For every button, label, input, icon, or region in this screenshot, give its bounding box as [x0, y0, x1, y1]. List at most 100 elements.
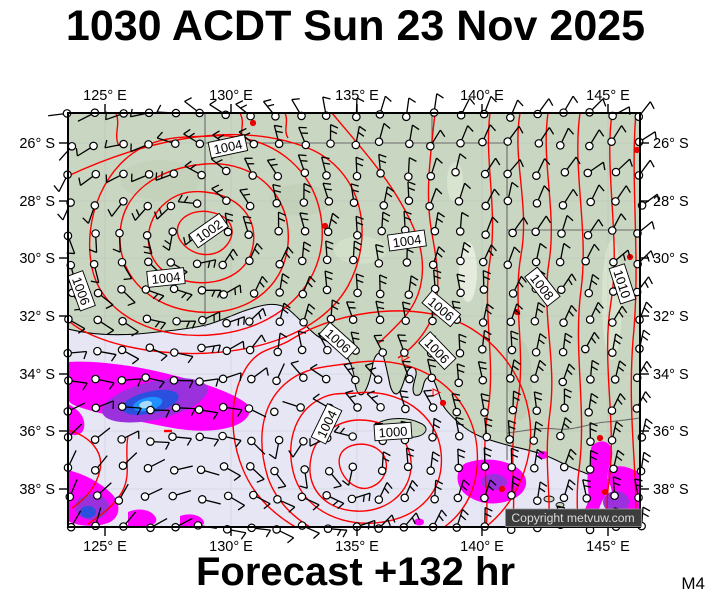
wind-barb-layer — [48, 93, 660, 544]
station-circle — [144, 257, 153, 267]
station-circle — [221, 166, 231, 176]
station-circle — [297, 256, 307, 266]
station-circle — [90, 435, 100, 444]
isobar-value-label: 1004 — [386, 229, 427, 252]
copyright-badge-box — [505, 508, 642, 527]
station-circle — [374, 137, 384, 147]
station-circle — [324, 197, 334, 206]
station-circle — [478, 345, 487, 354]
station-circle — [321, 374, 331, 384]
lat-label-right: 38° S — [653, 482, 689, 498]
station-circle — [222, 346, 232, 356]
station-circle — [166, 258, 176, 267]
station-circle — [322, 285, 332, 295]
station-circle — [114, 496, 124, 505]
lat-label-right: 28° S — [653, 194, 689, 210]
station-circle — [93, 288, 103, 298]
station-circle — [275, 259, 284, 269]
forecast-hour-label: Forecast +132 hr — [195, 550, 516, 594]
station-circle — [560, 167, 570, 177]
station-circle — [609, 257, 618, 267]
station-circle — [478, 137, 487, 147]
station-circle — [299, 317, 308, 327]
station-circle — [351, 140, 361, 150]
station-circle — [559, 493, 569, 503]
station-circle — [508, 228, 517, 238]
station-circle — [169, 376, 179, 385]
station-circle — [452, 407, 462, 417]
station-circle — [503, 169, 512, 179]
station-circle — [374, 259, 384, 268]
station-circle — [145, 343, 155, 353]
station-circle — [352, 171, 362, 181]
station-circle — [222, 196, 231, 205]
station-circle — [585, 465, 595, 474]
station-circle — [297, 345, 307, 355]
station-circle — [146, 405, 155, 415]
station-circle — [428, 403, 438, 412]
station-circle — [532, 406, 542, 416]
station-circle — [143, 463, 153, 473]
station-circle — [401, 404, 410, 414]
station-circle — [478, 318, 488, 327]
station-circle — [609, 464, 618, 474]
station-circle — [503, 137, 513, 146]
station-circle — [245, 256, 254, 266]
station-circle — [611, 197, 620, 206]
isobar-value-label: 1004 — [146, 267, 186, 288]
station-circle — [144, 140, 153, 149]
station-circle — [301, 140, 311, 150]
station-circle — [348, 315, 358, 324]
lat-label-left: 38° S — [19, 482, 55, 498]
station-circle — [91, 169, 101, 179]
lat-label-right: 36° S — [653, 424, 689, 440]
station-circle — [323, 227, 333, 237]
station-circle — [219, 462, 229, 471]
station-circle — [299, 436, 308, 446]
station-circle — [529, 436, 539, 445]
station-circle — [352, 112, 361, 122]
station-circle — [299, 373, 308, 383]
timestamp-title: 1030 ACDT Sun 23 Nov 2025 — [65, 2, 646, 50]
station-circle — [300, 168, 310, 178]
station-circle — [586, 437, 595, 446]
station-circle — [481, 201, 491, 211]
station-circle — [611, 167, 621, 177]
station-circle — [585, 141, 594, 151]
station-circle — [141, 373, 151, 382]
station-circle — [142, 231, 152, 240]
station-circle — [117, 345, 127, 355]
station-circle — [586, 197, 595, 207]
station-circle — [141, 285, 151, 294]
station-circle — [505, 435, 514, 444]
station-circle — [503, 196, 513, 206]
axis-layer: 125° E 125° E 130° E 130° E 135° E 135° E 140°… — [19, 88, 688, 555]
station-circle — [91, 229, 100, 238]
station-circle — [118, 461, 128, 470]
station-circle — [581, 256, 590, 266]
station-circle — [93, 346, 102, 356]
station-circle — [456, 138, 465, 148]
station-circle — [559, 462, 569, 472]
station-circle — [248, 171, 257, 180]
station-circle — [506, 317, 516, 327]
station-circle — [400, 348, 409, 357]
station-circle — [219, 290, 228, 299]
station-circle — [377, 226, 387, 236]
station-circle — [322, 490, 331, 500]
station-circle — [402, 258, 412, 267]
station-circle — [583, 230, 593, 240]
lat-label-left: 34° S — [19, 367, 55, 383]
station-circle — [169, 169, 179, 179]
isobar-value-label: 1004 — [207, 134, 249, 159]
lat-label-right: 30° S — [653, 251, 689, 267]
station-circle — [634, 112, 644, 122]
lon-label-bottom: 140° E — [460, 539, 504, 555]
station-circle — [508, 289, 518, 298]
station-circle — [351, 375, 360, 385]
station-circle — [247, 436, 256, 446]
station-circle — [273, 347, 283, 357]
station-circle — [480, 462, 490, 471]
station-circle — [349, 255, 358, 265]
